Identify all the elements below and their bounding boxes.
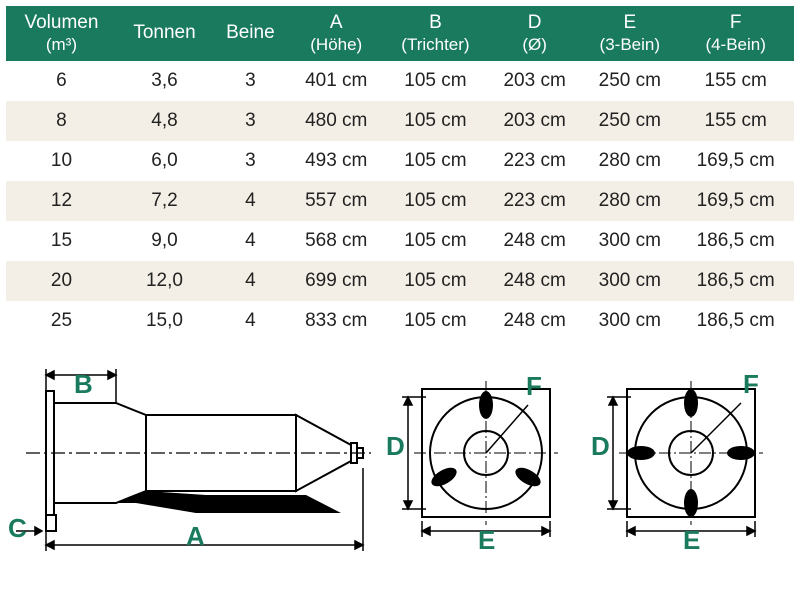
table-cell: 300 cm [582,221,677,261]
col-a: A(Höhe) [289,6,384,61]
table-row: 127,24557 cm105 cm223 cm280 cm169,5 cm [6,181,794,221]
label-c: C [8,513,27,544]
table-cell: 25 [6,301,117,341]
table-cell: 8 [6,101,117,141]
table-cell: 186,5 cm [677,261,794,301]
table-cell: 248 cm [487,221,582,261]
table-row: 63,63401 cm105 cm203 cm250 cm155 cm [6,61,794,101]
table-cell: 7,2 [117,181,212,221]
table-cell: 401 cm [289,61,384,101]
table-cell: 557 cm [289,181,384,221]
table-cell: 248 cm [487,261,582,301]
table-cell: 6,0 [117,141,212,181]
table-cell: 105 cm [384,221,487,261]
table-cell: 250 cm [582,61,677,101]
table-cell: 105 cm [384,181,487,221]
table-cell: 3 [212,101,289,141]
table-cell: 6 [6,61,117,101]
table-cell: 699 cm [289,261,384,301]
table-cell: 186,5 cm [677,301,794,341]
table-cell: 4 [212,301,289,341]
table-cell: 12 [6,181,117,221]
label-a: A [186,521,205,552]
col-f: F(4-Bein) [677,6,794,61]
table-cell: 3 [212,61,289,101]
col-tonnen: Tonnen [117,6,212,61]
table-cell: 250 cm [582,101,677,141]
col-d: D(Ø) [487,6,582,61]
label-d-3: D [386,431,405,462]
spec-table: Volumen(m³) Tonnen Beine A(Höhe) B(Trich… [6,6,794,341]
table-cell: 223 cm [487,141,582,181]
table-cell: 223 cm [487,181,582,221]
table-cell: 203 cm [487,101,582,141]
table-cell: 3 [212,141,289,181]
label-e-4: E [683,525,700,556]
table-row: 106,03493 cm105 cm223 cm280 cm169,5 cm [6,141,794,181]
table-cell: 4 [212,181,289,221]
table-row: 2012,04699 cm105 cm248 cm300 cm186,5 cm [6,261,794,301]
table-cell: 105 cm [384,141,487,181]
diagram-top-4leg: D E F [591,353,786,553]
table-cell: 4 [212,221,289,261]
table-cell: 9,0 [117,221,212,261]
table-cell: 4,8 [117,101,212,141]
label-b: B [74,369,93,400]
table-cell: 568 cm [289,221,384,261]
table-cell: 248 cm [487,301,582,341]
table-cell: 105 cm [384,261,487,301]
table-cell: 105 cm [384,61,487,101]
col-b: B(Trichter) [384,6,487,61]
table-cell: 105 cm [384,101,487,141]
table-cell: 105 cm [384,301,487,341]
table-header: Volumen(m³) Tonnen Beine A(Höhe) B(Trich… [6,6,794,61]
col-beine: Beine [212,6,289,61]
table-cell: 155 cm [677,61,794,101]
table-cell: 169,5 cm [677,141,794,181]
table-cell: 169,5 cm [677,181,794,221]
table-cell: 300 cm [582,301,677,341]
table-cell: 280 cm [582,181,677,221]
label-e-3: E [478,525,495,556]
col-e: E(3-Bein) [582,6,677,61]
table-cell: 186,5 cm [677,221,794,261]
table-cell: 12,0 [117,261,212,301]
table-cell: 3,6 [117,61,212,101]
table-cell: 833 cm [289,301,384,341]
table-cell: 10 [6,141,117,181]
table-body: 63,63401 cm105 cm203 cm250 cm155 cm84,83… [6,61,794,341]
label-f-4: F [743,369,759,400]
table-cell: 15 [6,221,117,261]
table-cell: 300 cm [582,261,677,301]
table-cell: 15,0 [117,301,212,341]
col-volumen: Volumen(m³) [6,6,117,61]
table-cell: 280 cm [582,141,677,181]
table-cell: 203 cm [487,61,582,101]
table-cell: 155 cm [677,101,794,141]
table-row: 2515,04833 cm105 cm248 cm300 cm186,5 cm [6,301,794,341]
table-cell: 493 cm [289,141,384,181]
table-row: 84,83480 cm105 cm203 cm250 cm155 cm [6,101,794,141]
diagram-side-view: B A C [6,353,376,553]
label-f-3: F [526,371,542,402]
diagram-row: B A C [6,353,794,553]
label-d-4: D [591,431,610,462]
table-cell: 480 cm [289,101,384,141]
table-row: 159,04568 cm105 cm248 cm300 cm186,5 cm [6,221,794,261]
table-cell: 20 [6,261,117,301]
diagram-top-3leg: D E F [386,353,581,553]
table-cell: 4 [212,261,289,301]
